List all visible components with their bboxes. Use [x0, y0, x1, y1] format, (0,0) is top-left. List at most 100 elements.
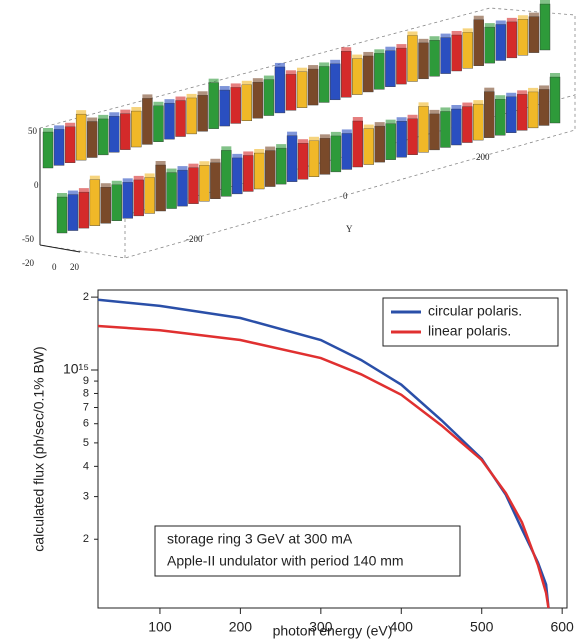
magnet-top [385, 119, 396, 124]
magnet-block [53, 129, 65, 166]
axis-3d-label: 50 [28, 126, 38, 136]
magnet-top [297, 67, 308, 72]
magnet-top [197, 91, 208, 96]
magnet-block [89, 179, 101, 226]
magnet-top [308, 136, 319, 141]
magnet-top [363, 124, 374, 129]
magnet-top [363, 51, 374, 56]
magnet-top [144, 173, 155, 178]
magnet-block [329, 63, 341, 101]
magnet-top [528, 12, 539, 17]
magnet-top [308, 65, 319, 70]
magnet-block [429, 113, 440, 151]
magnet-block [527, 91, 539, 129]
magnet-block [75, 113, 87, 161]
magnet-block [219, 89, 230, 127]
magnet-top [495, 20, 506, 25]
y-tick-label: 2 [83, 533, 89, 545]
magnet-top [155, 161, 166, 165]
magnet-top [473, 15, 484, 20]
magnet-block [243, 155, 254, 192]
x-tick-label: 200 [229, 619, 253, 635]
magnet-top [265, 146, 276, 151]
magnet-block [175, 100, 186, 137]
magnet-top [330, 59, 341, 64]
magnet-block [275, 147, 287, 185]
magnet-top [385, 46, 396, 51]
x-tick-label: 300 [309, 619, 333, 635]
magnet-top [495, 95, 506, 100]
magnet-block [111, 184, 122, 221]
magnet-top [407, 114, 418, 119]
y-tick-label: 2 [83, 291, 89, 303]
magnet-top [57, 193, 67, 197]
magnet-block [230, 87, 241, 124]
magnet-top [484, 87, 495, 92]
magnet-top [65, 122, 76, 127]
magnet-block [396, 47, 407, 85]
magnet-block [374, 125, 385, 163]
magnet-block [100, 187, 112, 224]
magnet-block [319, 138, 331, 175]
legend-label: circular polaris. [428, 303, 522, 319]
magnet-top [276, 144, 287, 149]
magnet-block [330, 135, 342, 173]
magnet-block [133, 179, 144, 217]
magnet-top [186, 93, 197, 98]
magnet-top [76, 110, 87, 115]
magnet-top [506, 92, 517, 97]
magnet-top [298, 139, 309, 144]
axis-3d-label: -200 [186, 234, 203, 244]
y-tick-label: 3 [83, 491, 89, 503]
magnet-block [297, 143, 309, 180]
y-axis-label: calculated flux (ph/sec/0.1% BW) [31, 346, 47, 551]
magnet-block [385, 50, 396, 87]
magnet-block [285, 74, 297, 111]
magnet-block [407, 35, 418, 82]
magnet-top [418, 38, 429, 43]
magnet-top [109, 112, 120, 117]
magnet-top [164, 99, 175, 104]
magnet-top [550, 73, 560, 77]
magnet-block [307, 68, 319, 106]
magnet-block [473, 103, 484, 141]
magnet-block [440, 111, 451, 148]
magnet-block [341, 51, 352, 98]
magnet-top [285, 70, 296, 75]
axis-3d-label: 20 [70, 262, 80, 272]
magnet-top [484, 23, 495, 28]
magnet-block [318, 66, 330, 103]
magnet-top [352, 117, 363, 121]
magnet-top [131, 107, 142, 112]
magnet-top [429, 109, 440, 114]
magnet-array [42, 0, 561, 234]
magnet-block [208, 82, 219, 129]
magnet-top [440, 107, 451, 112]
magnet-block [155, 164, 166, 212]
magnet-block [407, 118, 418, 155]
magnet-top [462, 102, 473, 107]
magnet-top [319, 134, 330, 139]
magnet-block [363, 128, 374, 165]
magnet-top [528, 87, 539, 92]
magnet-top [254, 149, 265, 153]
axis-3d-label: 0 [343, 191, 348, 201]
magnet-block [440, 37, 451, 74]
magnet-top [341, 47, 352, 52]
magnet-block [418, 106, 429, 153]
magnet-block [451, 108, 462, 146]
magnet-top [111, 180, 122, 185]
magnet-block [42, 131, 54, 169]
magnet-top [210, 158, 221, 163]
magnet-block [495, 24, 507, 61]
magnet-top [232, 153, 243, 158]
magnet-block [166, 172, 177, 209]
magnet-block [352, 58, 363, 95]
magnet-block [539, 3, 551, 51]
magnet-block [505, 96, 517, 133]
magnet-block [473, 19, 484, 66]
y-tick-label: 10¹⁵ [63, 361, 89, 377]
magnet-block [177, 169, 188, 207]
legend-label: linear polaris. [428, 323, 511, 339]
magnet-block [253, 152, 265, 190]
